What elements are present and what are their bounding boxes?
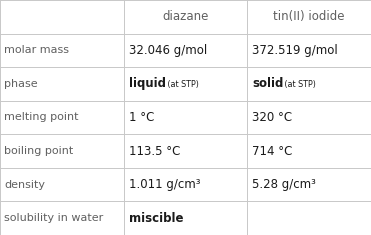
Text: 5.28 g/cm³: 5.28 g/cm³ (252, 178, 316, 191)
Text: density: density (4, 180, 46, 190)
Text: 372.519 g/mol: 372.519 g/mol (252, 44, 338, 57)
Text: 32.046 g/mol: 32.046 g/mol (129, 44, 207, 57)
Text: solid: solid (252, 77, 283, 90)
Text: 1 °C: 1 °C (129, 111, 154, 124)
Text: phase: phase (4, 79, 38, 89)
Text: melting point: melting point (4, 113, 79, 122)
Text: miscible: miscible (129, 212, 183, 225)
Text: 320 °C: 320 °C (252, 111, 292, 124)
Text: diazane: diazane (163, 10, 209, 23)
Text: solubility in water: solubility in water (4, 213, 104, 223)
Text: 113.5 °C: 113.5 °C (129, 145, 180, 158)
Text: liquid: liquid (129, 77, 166, 90)
Text: tin(II) iodide: tin(II) iodide (273, 10, 345, 23)
Text: boiling point: boiling point (4, 146, 74, 156)
Text: (at STP): (at STP) (282, 80, 316, 89)
Text: molar mass: molar mass (4, 45, 69, 55)
Text: 1.011 g/cm³: 1.011 g/cm³ (129, 178, 200, 191)
Text: (at STP): (at STP) (165, 80, 199, 89)
Text: 714 °C: 714 °C (252, 145, 292, 158)
